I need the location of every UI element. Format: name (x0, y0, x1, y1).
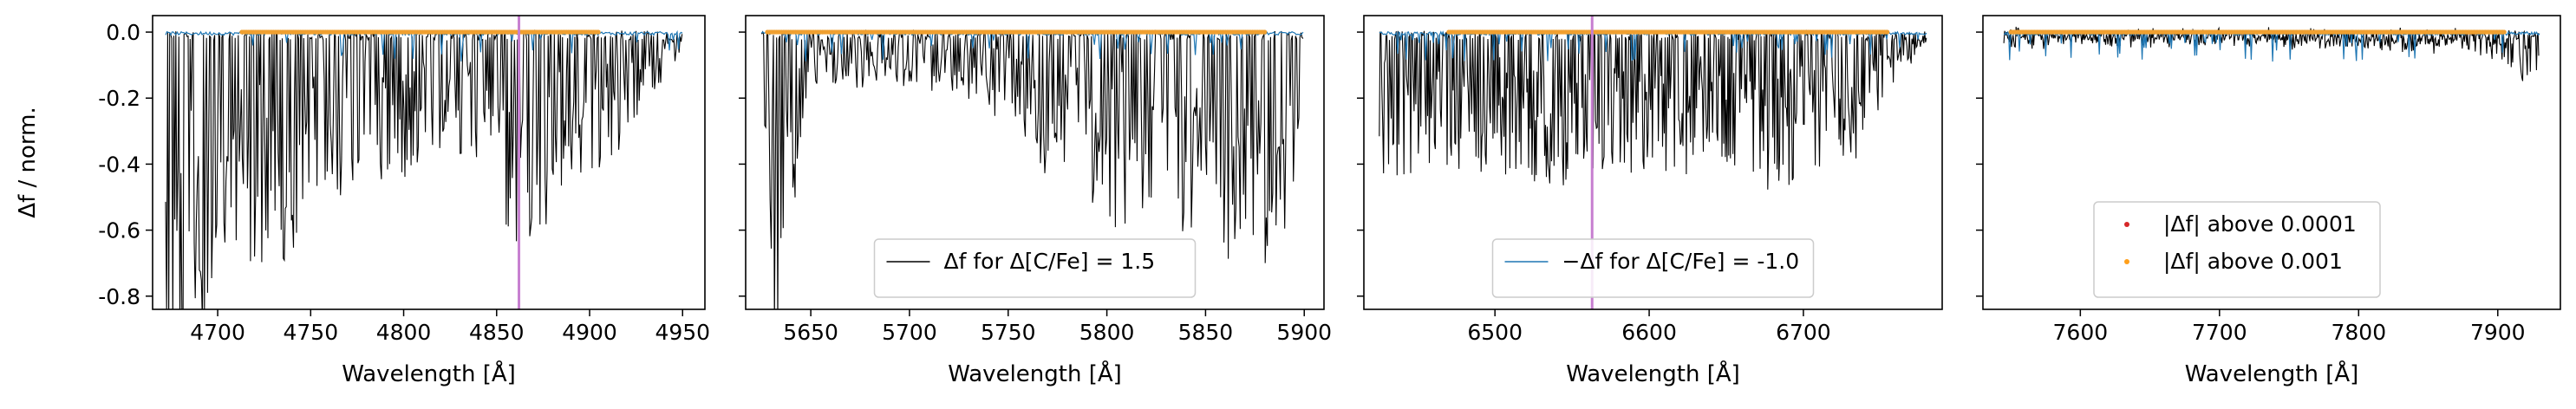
y-axis-label: Δf / norm. (15, 107, 41, 217)
legend-box (873, 238, 1197, 298)
series-above-0.001-points (239, 29, 601, 35)
y-tick-label: 0.0 (106, 20, 140, 45)
panel-1: 4700 4750 4800 4850 4900 4950 Wavelength [Å] 0.… (15, 15, 710, 387)
legend: Δf for Δ[C/Fe] = 1.5 (873, 238, 1197, 298)
x-axis-label: Wavelength [Å] (1566, 360, 1740, 387)
panel-4: 7600 7700 7800 7900 Wavelength [Å] |Δf| above… (1976, 15, 2561, 387)
x-tick-label: 4900 (562, 320, 617, 345)
legend-label: |Δf| above 0.001 (2163, 249, 2343, 274)
x-tick-label: 4850 (469, 320, 525, 345)
legend: −Δf for Δ[C/Fe] = -1.0 (1491, 238, 1815, 298)
y-tick-label: -0.4 (98, 152, 140, 177)
above-threshold-point (596, 29, 601, 35)
x-tick-label: 5900 (1276, 320, 1332, 345)
series-above-0.001-points (1446, 29, 1890, 35)
legend-box (1491, 238, 1815, 298)
x-tick-label: 5650 (783, 320, 838, 345)
x-axis-label: Wavelength [Å] (342, 360, 516, 387)
y-tick-label: -0.6 (98, 218, 140, 243)
panel-2: 5650 5700 5750 5800 5850 5900 Wavelength [Å] Δf… (739, 15, 1332, 387)
above-threshold-point (2501, 29, 2507, 35)
x-tick-label: 7800 (2331, 320, 2386, 345)
x-tick-label: 4800 (376, 320, 432, 345)
plot-area (760, 29, 1304, 309)
x-tick-label: 5700 (882, 320, 937, 345)
plot-frame (745, 15, 1325, 310)
legend-marker-swatch (2124, 259, 2129, 264)
legend-label: Δf for Δ[C/Fe] = 1.5 (944, 249, 1156, 274)
plot-frame (1982, 15, 2561, 310)
plot-area (1379, 16, 1927, 309)
above-threshold-point (1262, 29, 1268, 35)
legend-box (2093, 201, 2381, 298)
x-tick-label: 6600 (1621, 320, 1677, 345)
legend-label: |Δf| above 0.0001 (2163, 211, 2357, 237)
x-tick-label: 4700 (190, 320, 245, 345)
y-tick-label: -0.2 (98, 86, 140, 111)
x-tick-label: 6500 (1467, 320, 1523, 345)
series-neg-delta-f-line (165, 29, 683, 62)
x-tick-label: 4750 (283, 320, 338, 345)
x-tick-label: 5750 (981, 320, 1036, 345)
x-tick-label: 6700 (1776, 320, 1831, 345)
x-tick-label: 5800 (1079, 320, 1135, 345)
legend: |Δf| above 0.0001 |Δf| above 0.001 (2093, 201, 2381, 298)
x-tick-label: 7900 (2470, 320, 2526, 345)
series-delta-f-line (2003, 26, 2540, 81)
plot-frame (152, 15, 706, 310)
x-tick-label: 7600 (2053, 320, 2109, 345)
x-tick-label: 5850 (1178, 320, 1234, 345)
series-delta-f-line (1379, 29, 1927, 190)
legend-marker-swatch (2124, 222, 2129, 227)
series-above-0.001-points (765, 29, 1268, 35)
plot-area (2003, 26, 2540, 81)
x-axis-label: Wavelength [Å] (948, 360, 1122, 387)
plot-frame (1363, 15, 1943, 310)
plot-area (165, 16, 683, 309)
x-tick-label: 7700 (2192, 320, 2247, 345)
series-delta-f-line (165, 29, 683, 309)
x-axis-label: Wavelength [Å] (2185, 360, 2359, 387)
y-tick-label: -0.8 (98, 284, 140, 309)
legend-label: −Δf for Δ[C/Fe] = -1.0 (1562, 249, 1800, 274)
series-above-0.001-points (2008, 29, 2507, 35)
above-threshold-point (1885, 29, 1890, 35)
x-tick-label: 4950 (655, 320, 710, 345)
series-delta-f-line (760, 29, 1304, 309)
panel-3: 6500 6600 6700 Wavelength [Å] −Δf for Δ[C/Fe… (1357, 15, 1943, 387)
